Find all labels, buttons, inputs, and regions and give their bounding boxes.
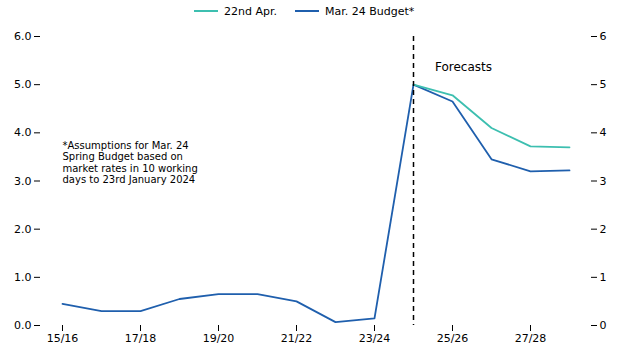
svg-text:3.0: 3.0 [14,175,32,188]
svg-text:4: 4 [600,126,607,139]
html-text:22nd Apr.: 22nd Apr. [224,4,277,18]
svg-text:15/16: 15/16 [47,332,79,345]
html-text:Mar. 24 Budget*: Mar. 24 Budget* [325,4,415,18]
svg-text:1.0: 1.0 [14,271,32,284]
svg-text:27/28: 27/28 [515,332,547,345]
svg-text:2: 2 [600,223,607,236]
svg-text:25/26: 25/26 [437,332,469,345]
svg-text:6.0: 6.0 [14,30,32,43]
svg-text:5.0: 5.0 [14,78,32,91]
svg-text:*Assumptions for Mar. 24Spring: *Assumptions for Mar. 24Spring Budget ba… [63,140,198,186]
svg-text:17/18: 17/18 [125,332,157,345]
svg-text:23/24: 23/24 [359,332,391,345]
svg-text:0.0: 0.0 [14,319,32,332]
svg-text:6: 6 [600,30,607,43]
svg-text:4.0: 4.0 [14,126,32,139]
svg-text:19/20: 19/20 [203,332,235,345]
svg-text:3: 3 [600,175,607,188]
svg-text:0: 0 [600,319,607,332]
svg-text:1: 1 [600,271,607,284]
svg-text:5: 5 [600,78,607,91]
svg-text:2.0: 2.0 [14,223,32,236]
svg-text:21/22: 21/22 [281,332,313,345]
svg-text:Forecasts: Forecasts [435,60,492,74]
